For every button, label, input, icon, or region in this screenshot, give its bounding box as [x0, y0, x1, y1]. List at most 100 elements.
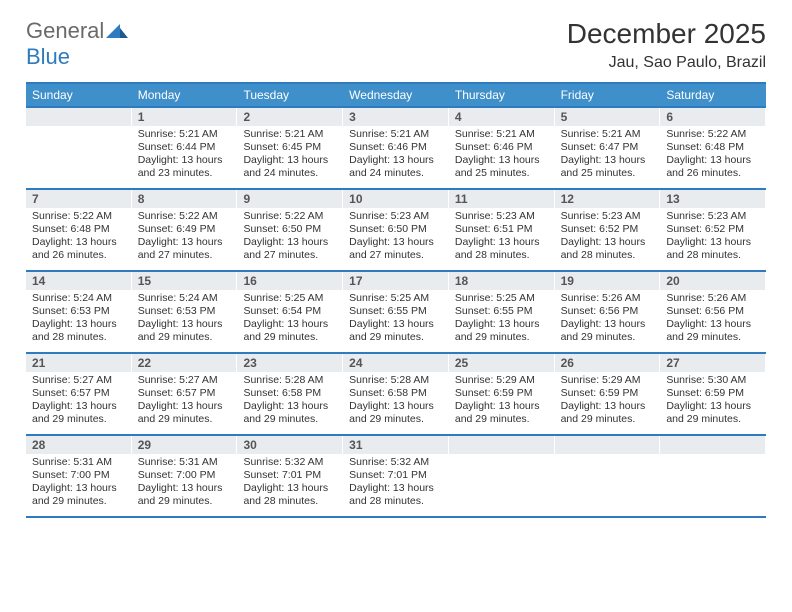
day-number: 14	[26, 272, 131, 290]
calendar-day-cell: 27Sunrise: 5:30 AMSunset: 6:59 PMDayligh…	[660, 354, 766, 434]
logo-text: General Blue	[26, 18, 128, 70]
day-body: Sunrise: 5:23 AMSunset: 6:50 PMDaylight:…	[343, 208, 448, 270]
day-body: Sunrise: 5:23 AMSunset: 6:51 PMDaylight:…	[449, 208, 554, 270]
day-number: .	[555, 436, 660, 454]
sunrise-line: Sunrise: 5:27 AM	[138, 374, 231, 387]
sunset-line: Sunset: 7:00 PM	[32, 469, 125, 482]
day-body: Sunrise: 5:25 AMSunset: 6:55 PMDaylight:…	[449, 290, 554, 352]
day-body: Sunrise: 5:21 AMSunset: 6:47 PMDaylight:…	[555, 126, 660, 188]
day-body	[555, 454, 660, 516]
daylight-line: Daylight: 13 hours and 27 minutes.	[349, 236, 442, 262]
daylight-line: Daylight: 13 hours and 29 minutes.	[32, 482, 125, 508]
day-body: Sunrise: 5:27 AMSunset: 6:57 PMDaylight:…	[132, 372, 237, 434]
calendar-day-cell: 6Sunrise: 5:22 AMSunset: 6:48 PMDaylight…	[660, 108, 766, 188]
daylight-line: Daylight: 13 hours and 28 minutes.	[666, 236, 759, 262]
sunset-line: Sunset: 6:48 PM	[666, 141, 759, 154]
brand-logo: General Blue	[26, 18, 128, 70]
sunset-line: Sunset: 7:01 PM	[349, 469, 442, 482]
day-body: Sunrise: 5:28 AMSunset: 6:58 PMDaylight:…	[343, 372, 448, 434]
day-header: Thursday	[449, 84, 555, 106]
logo-word-general: General	[26, 18, 104, 43]
sunset-line: Sunset: 7:01 PM	[243, 469, 336, 482]
sunset-line: Sunset: 6:51 PM	[455, 223, 548, 236]
day-header: Wednesday	[343, 84, 449, 106]
sunset-line: Sunset: 6:59 PM	[561, 387, 654, 400]
sunrise-line: Sunrise: 5:30 AM	[666, 374, 759, 387]
sunrise-line: Sunrise: 5:21 AM	[455, 128, 548, 141]
day-body: Sunrise: 5:29 AMSunset: 6:59 PMDaylight:…	[449, 372, 554, 434]
day-number: 28	[26, 436, 131, 454]
day-number: 18	[449, 272, 554, 290]
day-body: Sunrise: 5:28 AMSunset: 6:58 PMDaylight:…	[237, 372, 342, 434]
day-number: 15	[132, 272, 237, 290]
calendar-day-cell: .	[26, 108, 132, 188]
calendar-day-cell: 3Sunrise: 5:21 AMSunset: 6:46 PMDaylight…	[343, 108, 449, 188]
calendar-day-cell: 28Sunrise: 5:31 AMSunset: 7:00 PMDayligh…	[26, 436, 132, 516]
calendar-day-cell: 13Sunrise: 5:23 AMSunset: 6:52 PMDayligh…	[660, 190, 766, 270]
calendar-day-cell: 24Sunrise: 5:28 AMSunset: 6:58 PMDayligh…	[343, 354, 449, 434]
calendar-day-cell: 5Sunrise: 5:21 AMSunset: 6:47 PMDaylight…	[555, 108, 661, 188]
sunrise-line: Sunrise: 5:25 AM	[455, 292, 548, 305]
daylight-line: Daylight: 13 hours and 29 minutes.	[666, 400, 759, 426]
sunrise-line: Sunrise: 5:27 AM	[32, 374, 125, 387]
calendar-day-cell: .	[660, 436, 766, 516]
sunrise-line: Sunrise: 5:32 AM	[243, 456, 336, 469]
daylight-line: Daylight: 13 hours and 23 minutes.	[138, 154, 231, 180]
sunset-line: Sunset: 6:59 PM	[455, 387, 548, 400]
day-number: 26	[555, 354, 660, 372]
day-body: Sunrise: 5:32 AMSunset: 7:01 PMDaylight:…	[343, 454, 448, 516]
day-number: 9	[237, 190, 342, 208]
daylight-line: Daylight: 13 hours and 28 minutes.	[243, 482, 336, 508]
page-title: December 2025	[567, 18, 766, 50]
calendar-week-row: .1Sunrise: 5:21 AMSunset: 6:44 PMDayligh…	[26, 106, 766, 188]
day-body: Sunrise: 5:32 AMSunset: 7:01 PMDaylight:…	[237, 454, 342, 516]
calendar-week-row: 28Sunrise: 5:31 AMSunset: 7:00 PMDayligh…	[26, 434, 766, 516]
day-number: .	[26, 108, 131, 126]
sunrise-line: Sunrise: 5:28 AM	[243, 374, 336, 387]
day-number: 29	[132, 436, 237, 454]
daylight-line: Daylight: 13 hours and 25 minutes.	[455, 154, 548, 180]
calendar-day-cell: 16Sunrise: 5:25 AMSunset: 6:54 PMDayligh…	[237, 272, 343, 352]
sunset-line: Sunset: 6:52 PM	[666, 223, 759, 236]
calendar-day-cell: .	[555, 436, 661, 516]
day-number: 22	[132, 354, 237, 372]
day-header: Sunday	[26, 84, 132, 106]
day-body	[449, 454, 554, 516]
calendar-day-cell: 8Sunrise: 5:22 AMSunset: 6:49 PMDaylight…	[132, 190, 238, 270]
calendar-day-cell: 9Sunrise: 5:22 AMSunset: 6:50 PMDaylight…	[237, 190, 343, 270]
calendar-day-cell: 25Sunrise: 5:29 AMSunset: 6:59 PMDayligh…	[449, 354, 555, 434]
day-body: Sunrise: 5:24 AMSunset: 6:53 PMDaylight:…	[26, 290, 131, 352]
day-body: Sunrise: 5:23 AMSunset: 6:52 PMDaylight:…	[660, 208, 765, 270]
calendar-day-cell: 10Sunrise: 5:23 AMSunset: 6:50 PMDayligh…	[343, 190, 449, 270]
sunrise-line: Sunrise: 5:22 AM	[243, 210, 336, 223]
daylight-line: Daylight: 13 hours and 29 minutes.	[455, 400, 548, 426]
sunrise-line: Sunrise: 5:23 AM	[561, 210, 654, 223]
sunset-line: Sunset: 6:58 PM	[349, 387, 442, 400]
sunrise-line: Sunrise: 5:31 AM	[32, 456, 125, 469]
day-number: 3	[343, 108, 448, 126]
sunrise-line: Sunrise: 5:23 AM	[666, 210, 759, 223]
calendar-day-cell: 20Sunrise: 5:26 AMSunset: 6:56 PMDayligh…	[660, 272, 766, 352]
sunset-line: Sunset: 7:00 PM	[138, 469, 231, 482]
daylight-line: Daylight: 13 hours and 28 minutes.	[455, 236, 548, 262]
daylight-line: Daylight: 13 hours and 29 minutes.	[138, 482, 231, 508]
day-number: 19	[555, 272, 660, 290]
calendar-day-cell: 1Sunrise: 5:21 AMSunset: 6:44 PMDaylight…	[132, 108, 238, 188]
calendar-day-cell: 29Sunrise: 5:31 AMSunset: 7:00 PMDayligh…	[132, 436, 238, 516]
calendar-day-cell: 2Sunrise: 5:21 AMSunset: 6:45 PMDaylight…	[237, 108, 343, 188]
day-body: Sunrise: 5:21 AMSunset: 6:46 PMDaylight:…	[343, 126, 448, 188]
day-number: 11	[449, 190, 554, 208]
day-number: 8	[132, 190, 237, 208]
day-number: .	[660, 436, 765, 454]
sunrise-line: Sunrise: 5:21 AM	[561, 128, 654, 141]
calendar-day-cell: 31Sunrise: 5:32 AMSunset: 7:01 PMDayligh…	[343, 436, 449, 516]
daylight-line: Daylight: 13 hours and 28 minutes.	[32, 318, 125, 344]
daylight-line: Daylight: 13 hours and 25 minutes.	[561, 154, 654, 180]
daylight-line: Daylight: 13 hours and 29 minutes.	[138, 318, 231, 344]
day-number: 27	[660, 354, 765, 372]
day-body: Sunrise: 5:23 AMSunset: 6:52 PMDaylight:…	[555, 208, 660, 270]
day-body: Sunrise: 5:26 AMSunset: 6:56 PMDaylight:…	[660, 290, 765, 352]
day-number: 31	[343, 436, 448, 454]
day-body: Sunrise: 5:31 AMSunset: 7:00 PMDaylight:…	[26, 454, 131, 516]
sunset-line: Sunset: 6:55 PM	[349, 305, 442, 318]
